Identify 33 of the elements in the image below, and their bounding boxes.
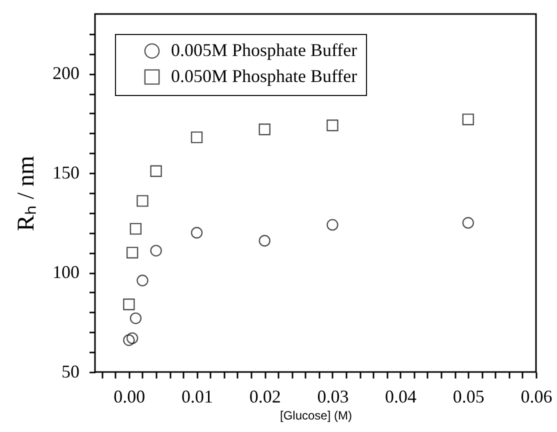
point [462,217,474,229]
point [130,312,142,324]
point [126,332,138,344]
legend-label: 0.050M Phosphate Buffer [171,66,358,86]
x-tick-label: 0.05 [452,386,484,406]
point [258,124,270,136]
point [126,246,138,259]
point [326,120,338,132]
x-tick-label: 0.02 [249,386,281,406]
point [150,244,162,257]
point [130,222,142,235]
y-tick-label: 50 [62,362,80,382]
legend-label: 0.005M Phosphate Buffer [171,40,358,60]
x-tick-label: 0.04 [385,386,417,406]
point [326,218,338,231]
y-tick-label: 100 [52,262,80,282]
point [136,195,148,207]
x-tick-label: 0.00 [114,386,146,406]
x-tick-label: 0.01 [182,386,214,406]
point [462,114,474,126]
point [123,298,135,310]
point [258,234,270,247]
point [190,131,203,144]
point [136,274,148,286]
y-axis-title: Rₕ / nm [14,155,40,232]
x-tick-label: 0.06 [520,386,552,406]
point [190,226,203,239]
x-tick-label: 0.03 [317,386,349,406]
point [150,165,162,177]
x-axis-title: [Glucose] (M) [280,408,352,422]
y-tick-label: 200 [52,63,80,84]
y-tick-label: 150 [52,162,80,183]
point [123,334,135,346]
